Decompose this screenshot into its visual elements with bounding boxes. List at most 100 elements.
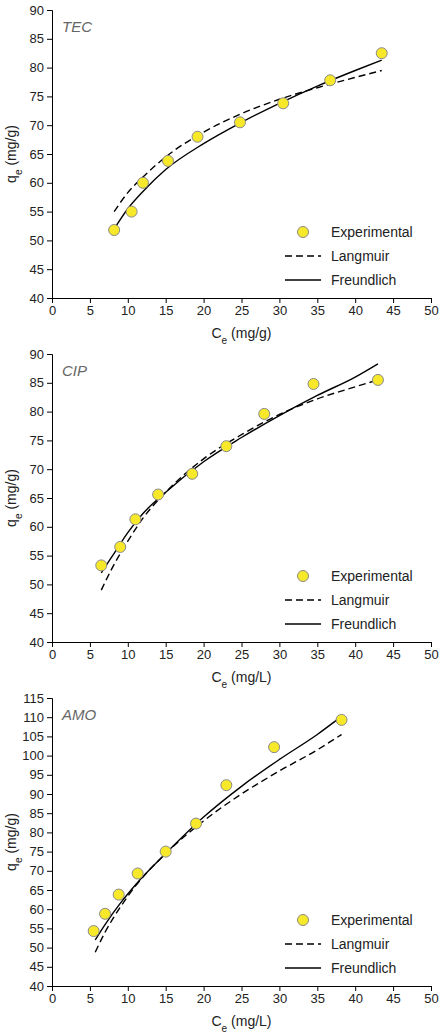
tick-mark xyxy=(47,469,52,470)
y-axis-title: qe (mg/g) xyxy=(3,813,24,871)
tick-mark xyxy=(47,10,52,11)
tick-label: 25 xyxy=(235,991,249,1006)
tick-label: 65 xyxy=(30,147,44,162)
data-point xyxy=(191,818,202,829)
tick-label: 25 xyxy=(235,647,249,662)
legend-symbol xyxy=(285,623,321,624)
tick-mark xyxy=(47,383,52,384)
tick-label: 60 xyxy=(30,519,44,534)
tick-mark xyxy=(47,813,52,814)
tick-label: 90 xyxy=(30,3,44,18)
tick-label: 15 xyxy=(159,991,173,1006)
tick-label: 50 xyxy=(30,233,44,248)
tick-label: 50 xyxy=(424,303,438,318)
legend: ExperimentalLangmuirFreundlich xyxy=(285,568,413,632)
data-point xyxy=(376,48,387,59)
tick-label: 35 xyxy=(311,991,325,1006)
data-point xyxy=(259,408,270,419)
tick-mark xyxy=(47,948,52,949)
tick-label: 85 xyxy=(30,375,44,390)
tick-mark xyxy=(47,852,52,853)
data-point xyxy=(221,441,232,452)
tick-label: 100 xyxy=(22,748,44,763)
tick-label: 60 xyxy=(30,902,44,917)
tick-mark xyxy=(47,986,52,987)
tick-label: 70 xyxy=(30,863,44,878)
tick: 65 xyxy=(30,491,52,506)
tick: 35 xyxy=(311,642,325,662)
tick: 75 xyxy=(30,89,52,104)
legend-label: Langmuir xyxy=(331,248,390,264)
legend-entry: Freundlich xyxy=(285,960,396,976)
plot-marks xyxy=(109,48,388,236)
tick: 85 xyxy=(30,806,52,821)
tick-label: 70 xyxy=(30,462,44,477)
data-point xyxy=(269,742,280,753)
x-axis: 05101520253035404550 xyxy=(49,298,439,318)
tick: 50 xyxy=(424,986,438,1006)
tick-mark xyxy=(47,928,52,929)
tick-mark xyxy=(47,736,52,737)
legend-label: Langmuir xyxy=(331,592,390,608)
tick-label: 10 xyxy=(121,647,135,662)
tick-mark xyxy=(47,613,52,614)
legend-entry: Langmuir xyxy=(285,248,390,264)
tick: 45 xyxy=(386,642,400,662)
tick-mark xyxy=(47,354,52,355)
tick: 30 xyxy=(273,986,287,1006)
tick: 50 xyxy=(424,642,438,662)
legend-symbol xyxy=(285,967,321,968)
legend-symbol xyxy=(285,255,321,256)
tick-label: 45 xyxy=(30,606,44,621)
tick: 35 xyxy=(311,298,325,318)
tick: 20 xyxy=(197,298,211,318)
tick: 105 xyxy=(22,729,52,744)
y-axis-title: qe (mg/g) xyxy=(3,469,24,527)
tick-mark xyxy=(47,183,52,184)
tick-mark xyxy=(47,498,52,499)
tick: 70 xyxy=(30,118,52,133)
tick-label: 55 xyxy=(30,204,44,219)
tick: 15 xyxy=(159,298,173,318)
tick-mark xyxy=(47,269,52,270)
tick: 80 xyxy=(30,404,52,419)
tick-mark xyxy=(47,212,52,213)
tick: 50 xyxy=(30,577,52,592)
legend: ExperimentalLangmuirFreundlich xyxy=(285,912,413,976)
legend-label: Freundlich xyxy=(331,616,396,632)
panel: 0510152025303540455040455055606570758085… xyxy=(3,347,439,690)
axis-line xyxy=(47,699,53,987)
data-point xyxy=(162,155,173,166)
tick: 50 xyxy=(424,298,438,318)
tick-mark xyxy=(47,440,52,441)
tick: 50 xyxy=(30,940,52,955)
tick: 80 xyxy=(30,825,52,840)
tick-label: 0 xyxy=(49,303,56,318)
x-axis-title: Ce (mg/L) xyxy=(211,669,271,690)
tick-label: 45 xyxy=(386,303,400,318)
tick-label: 20 xyxy=(197,991,211,1006)
tick: 15 xyxy=(159,986,173,1006)
tick-label: 30 xyxy=(273,303,287,318)
tick-mark xyxy=(47,775,52,776)
tick-label: 10 xyxy=(121,303,135,318)
legend-symbol xyxy=(298,227,309,238)
tick-mark xyxy=(47,39,52,40)
tick: 35 xyxy=(311,986,325,1006)
tick-label: 90 xyxy=(30,347,44,362)
tick-label: 110 xyxy=(23,710,44,725)
tick-label: 80 xyxy=(30,404,44,419)
tick: 45 xyxy=(386,298,400,318)
tick-label: 15 xyxy=(159,647,173,662)
legend-entry: Freundlich xyxy=(285,272,396,288)
data-point xyxy=(192,131,203,142)
data-point xyxy=(278,98,289,109)
tick-label: 15 xyxy=(159,303,173,318)
tick: 115 xyxy=(23,691,52,706)
axis-line xyxy=(47,11,53,299)
tick-label: 75 xyxy=(30,844,44,859)
data-point xyxy=(113,889,124,900)
data-point xyxy=(137,177,148,188)
data-point xyxy=(336,714,347,725)
tick-label: 30 xyxy=(273,647,287,662)
